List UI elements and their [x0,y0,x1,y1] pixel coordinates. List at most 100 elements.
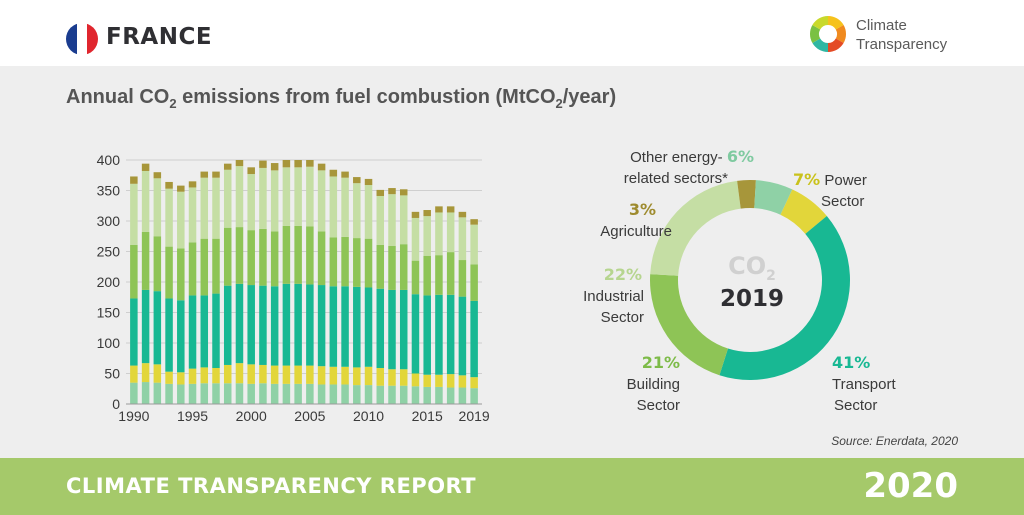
label-power: 7% Power Sector [793,169,867,212]
bar-segment [458,217,467,261]
bar-segment [235,383,244,404]
bar-segment [212,368,220,384]
bar-segment [353,238,361,287]
donut-slice [780,189,827,234]
bar-segment [411,294,420,374]
bar-segment [270,286,279,366]
bar-segment [153,291,162,365]
bar-segment [259,285,267,365]
bar-segment [341,366,349,385]
bar-segment [212,293,220,369]
bar-segment [212,383,220,404]
bar-segment [282,160,291,168]
bar-segment [411,373,420,387]
label-agriculture: 3% Agriculture [588,199,672,242]
bar-segment [247,383,255,404]
bar-segment [364,385,373,404]
label-industrial-line1: Industrial [583,288,644,305]
bar-segment [470,388,478,404]
bar-segment [200,238,209,296]
label-agriculture-pct: 3% [628,200,656,219]
bar-segment [364,366,373,386]
bar-segment [247,167,255,175]
bar-segment [306,284,314,366]
bar-segment [165,298,173,372]
donut-center-co2: CO2 [712,252,792,284]
bar-segment [306,160,314,167]
bar-segment [141,289,150,364]
bar-segment [223,169,232,228]
label-building: 21% Building Sector [604,352,680,416]
y-tick-label: 400 [97,152,121,168]
bar-segment [177,191,185,249]
logo-text-line2: Transparency [856,36,948,53]
logo-text: Climate Transparency [856,16,947,54]
bar-segment [470,224,478,265]
x-tick-label: 1995 [177,408,208,424]
y-tick-label: 50 [104,366,120,382]
bar-segment [165,383,173,404]
bar-segment [376,288,385,369]
bar-segment [247,174,255,231]
bar-segment [317,170,326,232]
bar-segment [399,385,408,404]
bar-segment [341,177,349,237]
y-tick-label: 0 [112,396,120,412]
y-tick-label: 350 [97,183,121,199]
bar-segment [212,171,220,178]
bar-segment [317,163,326,171]
label-industrial: 22% Industrial Sector [568,264,644,328]
bar-segment [188,242,197,296]
bar-segment [130,176,138,184]
x-tick-label: 2019 [459,408,490,424]
bar-segment [141,363,150,383]
header: FRANCE Climate Transparency [0,0,1024,66]
x-tick-label: 2010 [353,408,384,424]
x-tick-label: 2005 [294,408,325,424]
label-other-line2: related sectors* [623,170,728,187]
bar-segment [294,283,302,366]
bar-segment [177,185,185,192]
label-transport-pct: 41% [832,353,871,372]
donut-slice [719,215,850,380]
bar-segment [341,384,349,404]
bar-segment [388,188,396,195]
bar-segment [470,219,478,225]
bar-segment [188,295,197,369]
bar-segment [259,160,267,168]
bar-segment [329,176,338,238]
bar-segment [235,363,244,384]
climate-transparency-logo-icon [809,15,847,53]
donut-chart [650,180,850,380]
bar-segment [470,300,478,378]
donut-slice [650,274,728,376]
bar-segment [411,217,420,261]
bar-segment [353,367,361,386]
bar-segment [153,382,162,404]
bar-segment [188,181,197,188]
bar-segment [435,374,443,387]
bar-segment [294,167,302,226]
bar-segment [259,167,267,229]
bar-segment [223,163,232,170]
bar-segment [329,366,338,385]
bar-segment [165,246,173,299]
donut-slice [754,180,793,215]
logo-text-line1: Climate [856,17,907,34]
bar-segment [411,386,420,404]
bar-segment [470,377,478,389]
bar-segment [341,286,349,367]
bar-segment [270,365,279,384]
bar-segment [423,374,431,387]
flag-stripe-blue [66,23,77,55]
bar-segment [458,296,467,376]
y-tick-label: 200 [97,274,121,290]
bar-segment [364,287,373,367]
title-post: /year) [562,86,617,108]
bar-segment [317,285,326,367]
bar-segment [306,226,314,285]
label-power-line2: Sector [821,193,865,210]
bar-segment [470,264,478,301]
bar-segment [235,227,244,284]
bar-segment [341,171,349,178]
